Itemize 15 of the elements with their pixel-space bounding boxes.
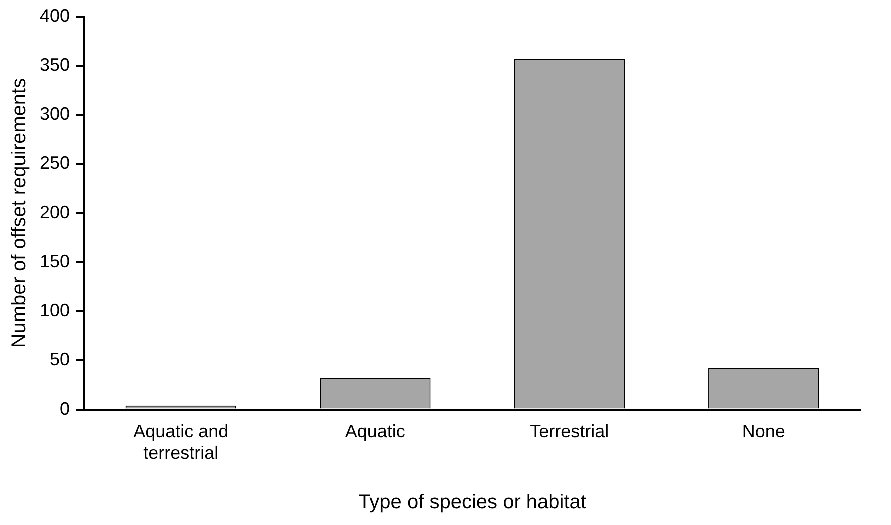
y-tick-label: 300 bbox=[40, 104, 70, 124]
y-tick-label: 200 bbox=[40, 202, 70, 222]
y-tick-label: 350 bbox=[40, 54, 70, 75]
y-tick-label: 50 bbox=[50, 350, 70, 370]
y-tick-label: 0 bbox=[60, 398, 70, 419]
x-tick-label: Aquatic and terrestrial bbox=[134, 422, 229, 464]
y-tick-label: 100 bbox=[40, 300, 70, 321]
y-axis-title: Number of offset requirements bbox=[8, 78, 31, 348]
x-tick-label: Terrestrial bbox=[530, 422, 610, 442]
x-axis-title: Type of species or habitat bbox=[358, 492, 587, 514]
y-tick-label: 150 bbox=[40, 251, 70, 272]
x-tick-label: Aquatic bbox=[345, 422, 406, 442]
y-tick-label: 250 bbox=[40, 153, 70, 174]
x-tick-label: None bbox=[742, 422, 786, 442]
y-tick-label: 400 bbox=[40, 6, 70, 26]
